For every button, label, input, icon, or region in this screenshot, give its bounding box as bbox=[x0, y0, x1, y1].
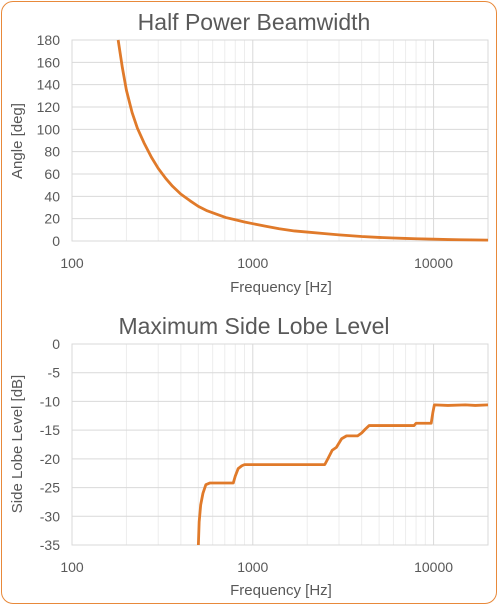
y-tick-label: 20 bbox=[44, 211, 60, 227]
y-tick-label: 100 bbox=[37, 121, 61, 137]
x-tick-label: 10000 bbox=[414, 255, 453, 271]
y-tick-label: -25 bbox=[40, 480, 60, 496]
x-tick-label: 100 bbox=[60, 559, 84, 575]
y-tick-label: -30 bbox=[40, 508, 60, 524]
y-tick-label: 0 bbox=[52, 336, 60, 352]
x-axis-label: Frequency [Hz] bbox=[230, 279, 332, 296]
half-power-beamwidth-chart: Half Power Beamwidth 0 20 40 60 80 100 120 140 1… bbox=[9, 9, 489, 296]
tick-labels: 0 20 40 60 80 100 120 140 160 180 100 1000 10000 bbox=[37, 32, 454, 271]
y-tick-label: 160 bbox=[37, 54, 61, 70]
y-tick-label: 140 bbox=[37, 77, 61, 93]
y-tick-label: -5 bbox=[48, 365, 61, 381]
x-tick-label: 100 bbox=[60, 255, 84, 271]
y-axis-label: Angle [deg] bbox=[9, 103, 26, 179]
grid bbox=[71, 343, 489, 546]
y-tick-label: -10 bbox=[40, 393, 60, 409]
y-tick-label: -35 bbox=[40, 537, 60, 553]
chart-title: Half Power Beamwidth bbox=[138, 9, 371, 35]
x-tick-label: 10000 bbox=[414, 559, 453, 575]
chart-title: Maximum Side Lobe Level bbox=[118, 313, 389, 339]
y-tick-label: 180 bbox=[37, 32, 61, 48]
y-tick-label: 80 bbox=[44, 144, 60, 160]
y-tick-label: -20 bbox=[40, 451, 60, 467]
y-tick-label: 40 bbox=[44, 188, 60, 204]
y-tick-label: 0 bbox=[52, 233, 60, 249]
y-tick-label: 120 bbox=[37, 99, 61, 115]
y-tick-label: 60 bbox=[44, 166, 60, 182]
y-axis-label: Side Lobe Level [dB] bbox=[9, 375, 26, 513]
plot-area-border bbox=[71, 39, 489, 242]
grid bbox=[71, 39, 489, 242]
max-side-lobe-level-chart: Maximum Side Lobe Level 0 -5 -10 -15 -20 -25 -… bbox=[9, 313, 489, 599]
plot-area-border bbox=[71, 343, 489, 546]
y-tick-label: -15 bbox=[40, 422, 60, 438]
side-lobe-series-line bbox=[196, 403, 489, 546]
beamwidth-series-line bbox=[116, 39, 489, 242]
x-tick-label: 1000 bbox=[237, 559, 268, 575]
x-axis-label: Frequency [Hz] bbox=[230, 582, 332, 599]
x-tick-label: 1000 bbox=[237, 255, 268, 271]
